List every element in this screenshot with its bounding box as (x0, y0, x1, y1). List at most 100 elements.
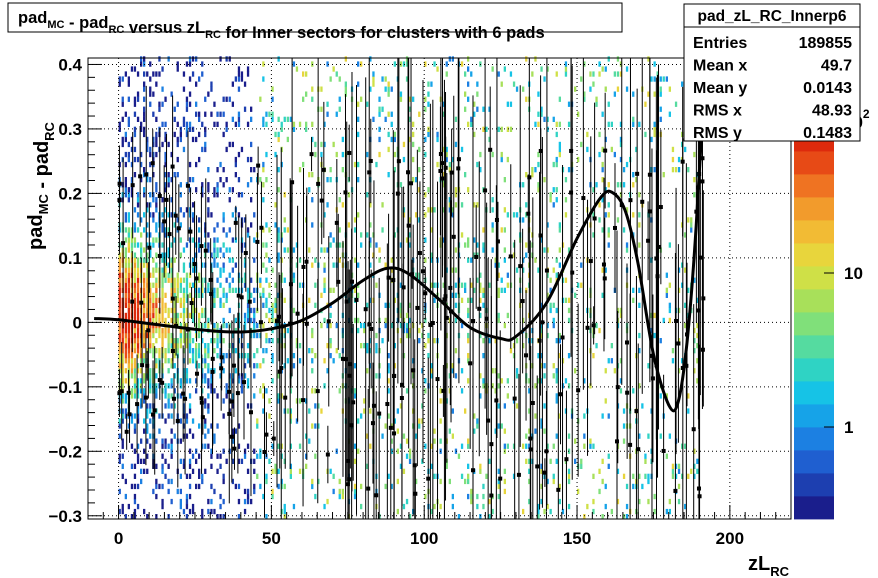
heatmap-cell (222, 292, 225, 298)
heatmap-cell (323, 277, 326, 283)
heatmap-cell (130, 514, 134, 520)
profile-point (336, 279, 341, 284)
heatmap-cell (185, 338, 189, 344)
heatmap-cell (323, 503, 326, 510)
heatmap-cell (130, 368, 134, 374)
heatmap-cell (531, 167, 534, 173)
heatmap-cell (424, 212, 427, 218)
heatmap-cell (216, 247, 219, 253)
heatmap-cell (188, 393, 192, 399)
heatmap-cell (613, 368, 616, 374)
heatmap-cell (546, 478, 549, 485)
heatmap-cell (246, 468, 250, 474)
heatmap-cell (497, 493, 500, 500)
heatmap-cell (146, 252, 149, 258)
heatmap-cell (271, 312, 274, 319)
heatmap-cell (155, 348, 158, 354)
profile-point (151, 412, 156, 417)
heatmap-cell (592, 498, 595, 505)
heatmap-cell (210, 423, 213, 429)
profile-point (569, 148, 574, 153)
heatmap-cell (146, 453, 149, 459)
heatmap-cell (580, 262, 583, 268)
heatmap-cell (118, 363, 121, 369)
profile-point (371, 403, 376, 408)
heatmap-cell (136, 393, 140, 399)
heatmap-cell (179, 393, 182, 399)
heatmap-cell (136, 368, 140, 374)
heatmap-cell (179, 222, 182, 228)
heatmap-cell (332, 262, 335, 268)
heatmap-cell (133, 287, 137, 293)
heatmap-cell (182, 433, 186, 439)
heatmap-cell (622, 514, 626, 520)
heatmap-cell (445, 146, 448, 153)
heatmap-cell (366, 192, 369, 198)
heatmap-cell (494, 338, 497, 344)
heatmap-cell (616, 86, 620, 92)
heatmap-cell (149, 282, 152, 288)
heatmap-cell (133, 322, 137, 329)
heatmap-cell (182, 312, 186, 319)
heatmap-cell (164, 358, 167, 364)
heatmap-cell (176, 277, 179, 283)
heatmap-cell (369, 86, 372, 92)
heatmap-cell (170, 317, 173, 324)
heatmap-cell (454, 373, 458, 379)
heatmap-cell (213, 488, 216, 495)
profile-point (512, 396, 517, 401)
profile-point (494, 217, 499, 222)
heatmap-cell (127, 262, 130, 268)
heatmap-cell (280, 126, 283, 132)
heatmap-cell (421, 332, 424, 339)
profile-point (117, 181, 122, 186)
heatmap-cell (613, 91, 616, 97)
heatmap-cell (170, 197, 173, 203)
heatmap-cell (341, 151, 344, 158)
stats-box-title: pad_zL_RC_Innerp6 (697, 8, 846, 25)
heatmap-cell (644, 101, 647, 107)
heatmap-cell (659, 91, 662, 97)
heatmap-cell (259, 282, 262, 288)
heatmap-cell (329, 322, 332, 329)
profile-point (194, 371, 199, 376)
heatmap-cell (118, 353, 121, 359)
heatmap-cell (653, 332, 656, 339)
profile-point (542, 470, 547, 475)
heatmap-cell (592, 353, 595, 359)
heatmap-cell (149, 242, 152, 248)
heatmap-cell (250, 116, 253, 122)
heatmap-cell (185, 378, 189, 384)
heatmap-cell (619, 388, 623, 394)
heatmap-cell (210, 453, 213, 459)
heatmap-cell (448, 428, 451, 434)
heatmap-cell (430, 443, 433, 449)
heatmap-cell (136, 156, 140, 163)
heatmap-cell (677, 307, 681, 314)
heatmap-cell (540, 111, 543, 117)
heatmap-cell (415, 272, 418, 278)
heatmap-cell (552, 116, 555, 122)
heatmap-cell (580, 282, 583, 288)
heatmap-cell (146, 267, 149, 273)
heatmap-cell (357, 418, 360, 424)
heatmap-cell (598, 217, 601, 223)
heatmap-cell (155, 187, 158, 193)
heatmap-cell (207, 428, 210, 434)
heatmap-cell (207, 393, 210, 399)
heatmap-cell (546, 222, 549, 228)
heatmap-cell (191, 126, 195, 132)
heatmap-cell (353, 317, 357, 324)
heatmap-cell (155, 262, 158, 268)
heatmap-cell (216, 423, 219, 429)
heatmap-cell (564, 277, 568, 283)
heatmap-cell (204, 96, 207, 102)
heatmap-cell (326, 202, 329, 208)
heatmap-cell (246, 443, 250, 449)
heatmap-cell (537, 91, 540, 97)
heatmap-cell (182, 423, 186, 429)
heatmap-cell (347, 222, 351, 228)
heatmap-cell (262, 292, 265, 298)
heatmap-cell (130, 388, 134, 394)
